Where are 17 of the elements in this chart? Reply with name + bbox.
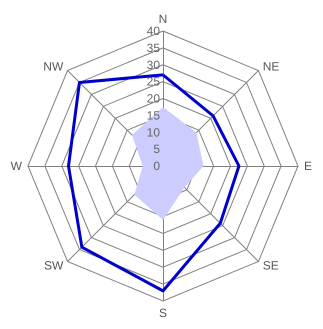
spoke-label: NE	[262, 59, 280, 74]
y-tick-label: 30	[146, 58, 160, 72]
spoke-label: E	[304, 159, 312, 173]
y-tick-label: 10	[146, 125, 160, 140]
y-tick-label: 15	[146, 108, 160, 122]
y-tick-label: 25	[146, 74, 160, 89]
y-tick-label: 20	[146, 92, 160, 106]
spoke-label: N	[158, 12, 168, 26]
spoke-label: W	[10, 159, 23, 173]
y-tick-label: 0	[153, 159, 160, 173]
y-tick-label: 40	[146, 24, 160, 38]
spoke-label: NW	[43, 59, 64, 74]
y-tick-label: 5	[153, 142, 160, 156]
y-tick-label: 35	[146, 40, 160, 55]
spoke-label: S	[158, 306, 168, 320]
spoke-label: SW	[44, 258, 64, 273]
spoke-label: SE	[262, 258, 279, 273]
